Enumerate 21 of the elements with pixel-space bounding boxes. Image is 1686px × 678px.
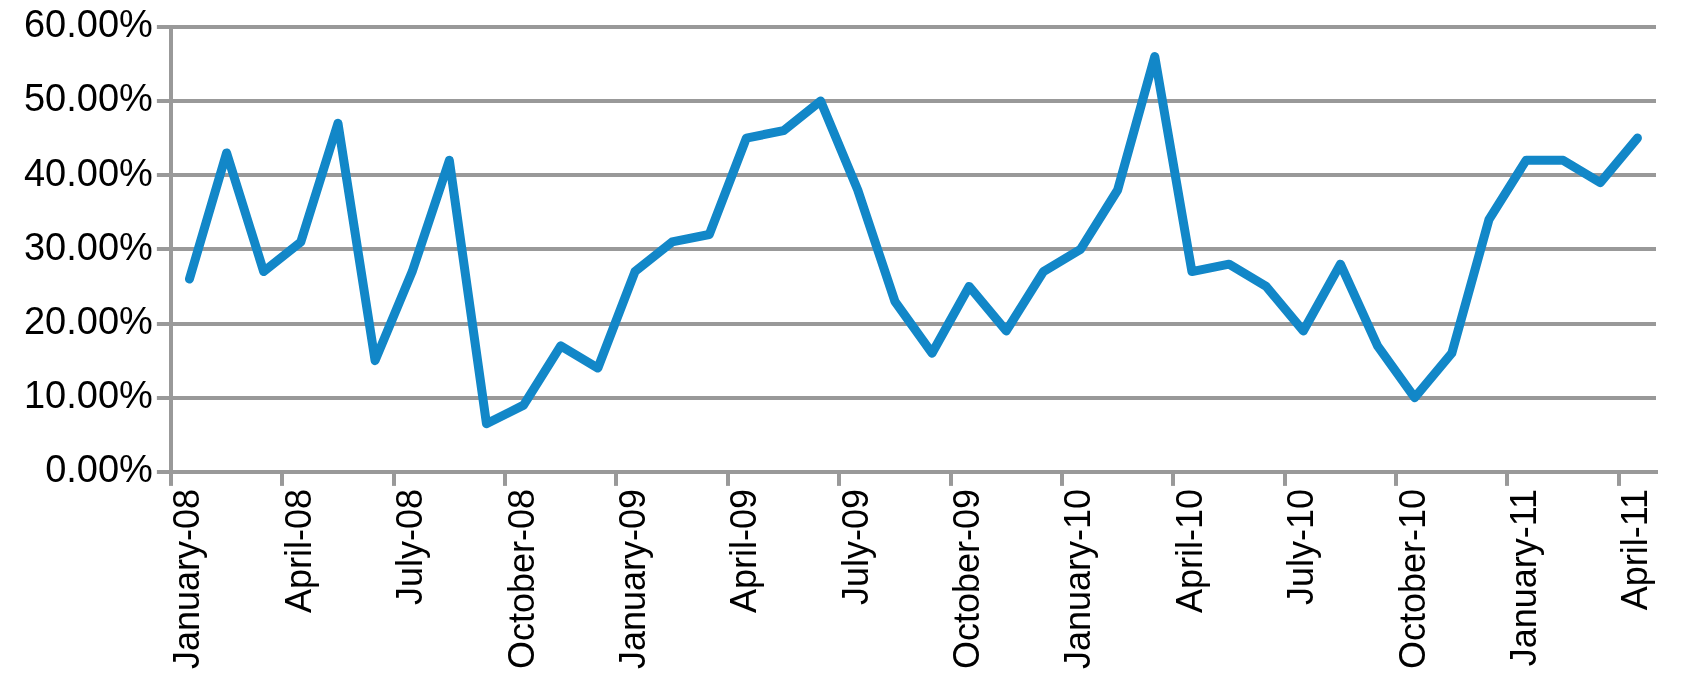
- x-tick-label: January-10: [1057, 488, 1099, 669]
- y-tick-label: 60.00%: [23, 3, 153, 46]
- x-tick-label: July-09: [834, 488, 876, 605]
- x-tick-label: January-11: [1502, 488, 1544, 667]
- x-tick-label: January-08: [166, 488, 208, 669]
- y-tick-label: 40.00%: [23, 151, 153, 194]
- x-tick-label: October-08: [500, 488, 542, 669]
- x-tick-label: April-08: [277, 488, 319, 613]
- y-tick-label: 20.00%: [23, 300, 153, 343]
- x-tick-label: April-09: [723, 488, 765, 613]
- x-tick-label: April-11: [1614, 488, 1656, 611]
- x-tick-label: October-10: [1391, 488, 1433, 669]
- x-tick-label: October-09: [946, 488, 988, 669]
- x-tick-label: January-09: [611, 488, 653, 669]
- x-tick-label: April-10: [1168, 488, 1210, 613]
- y-tick-label: 30.00%: [23, 225, 153, 268]
- y-tick-label: 10.00%: [23, 374, 153, 417]
- y-tick-label: 0.00%: [45, 448, 153, 491]
- x-tick-label: July-10: [1280, 488, 1322, 605]
- y-tick-label: 50.00%: [23, 77, 153, 120]
- x-tick-label: July-08: [389, 488, 431, 605]
